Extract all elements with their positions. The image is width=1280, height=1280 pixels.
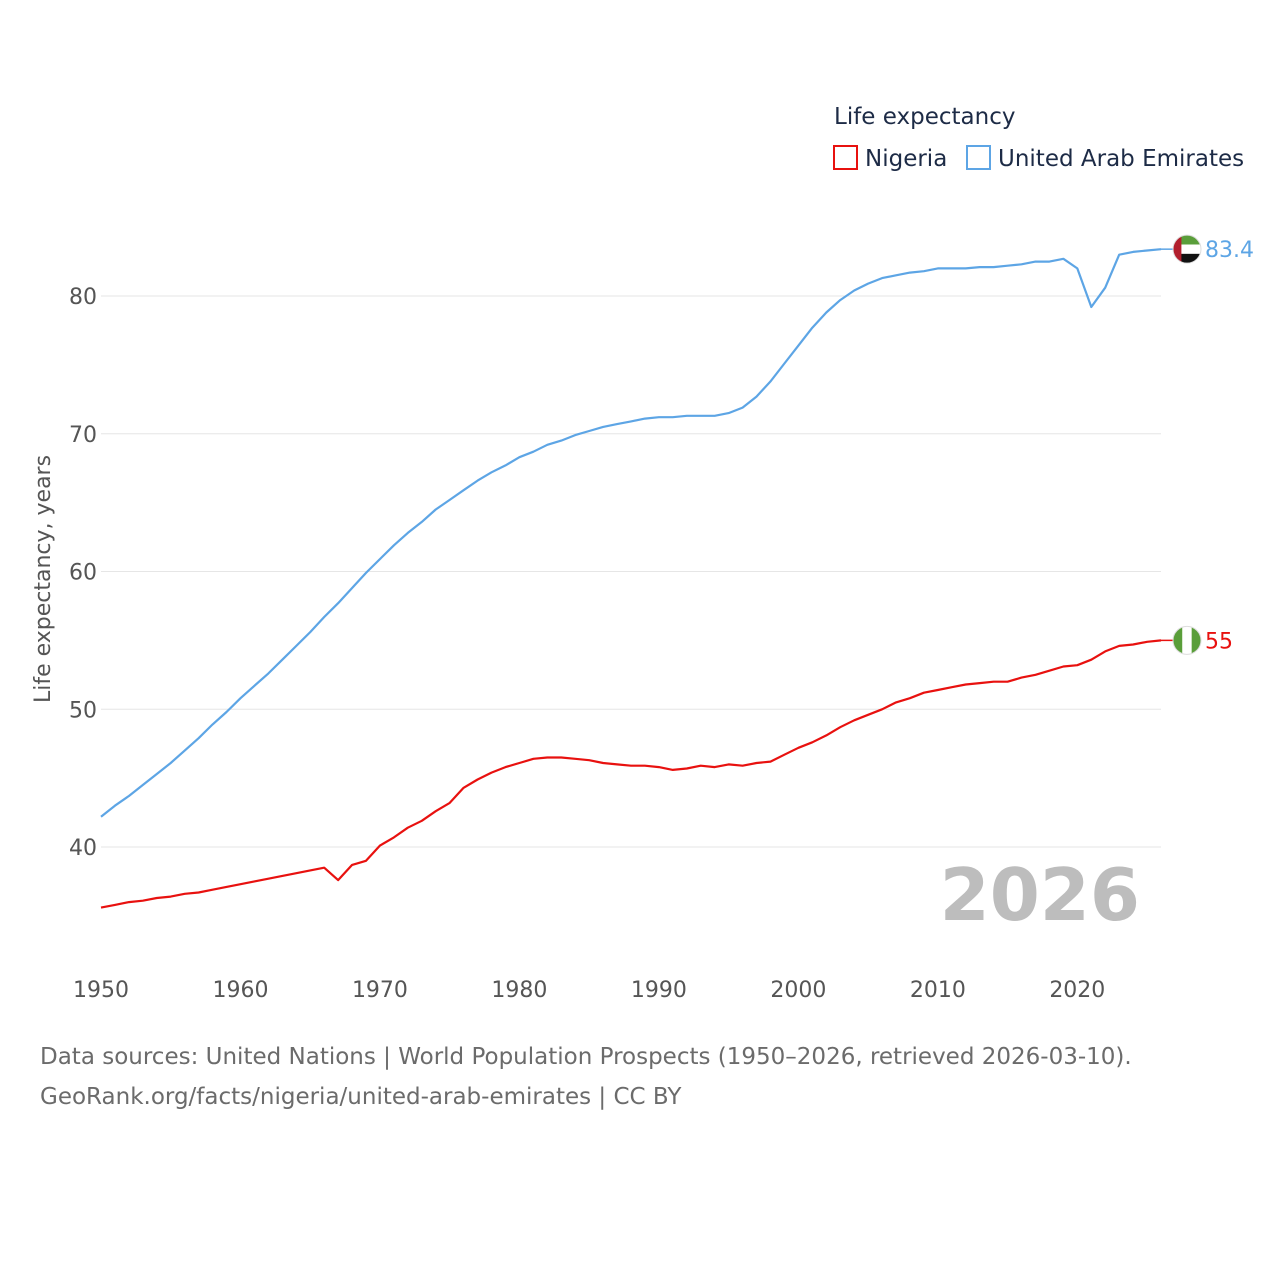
y-tick-label: 70 (69, 423, 97, 448)
legend-swatch-uae (966, 145, 991, 170)
y-tick-label: 50 (69, 698, 97, 723)
series-lines (100, 248, 1162, 909)
x-tick-label: 2010 (910, 978, 966, 1003)
legend: Life expectancy Nigeria United Arab Emir… (833, 104, 1244, 172)
legend-item-uae[interactable]: United Arab Emirates (966, 145, 1244, 172)
end-value-label-nigeria: 55 (1205, 629, 1233, 654)
x-tick-label: 1990 (631, 978, 687, 1003)
series-line-uae[interactable] (100, 248, 1162, 818)
footer-link[interactable]: GeoRank.org/facts/nigeria/united-arab-em… (40, 1084, 682, 1110)
grid-lines (101, 295, 1161, 848)
footer-sources: Data sources: United Nations | World Pop… (40, 1044, 1132, 1070)
x-tick-label: 1970 (352, 978, 408, 1003)
uae-flag-icon (1172, 234, 1202, 264)
series-endpoints: 55 83.4 (1161, 234, 1254, 655)
end-value-label-uae: 83.4 (1205, 238, 1254, 263)
legend-swatch-nigeria (833, 145, 858, 170)
y-tick-label: 60 (69, 561, 97, 586)
y-tick-label: 80 (69, 285, 97, 310)
series-line-nigeria[interactable] (100, 639, 1162, 909)
x-tick-label: 1950 (73, 978, 129, 1003)
y-axis-ticks: 40 50 60 70 80 (69, 285, 97, 861)
legend-label-nigeria: Nigeria (865, 146, 947, 172)
x-tick-label: 2020 (1049, 978, 1105, 1003)
legend-label-uae: United Arab Emirates (998, 146, 1244, 172)
legend-title: Life expectancy (834, 104, 1015, 130)
x-tick-label: 1960 (212, 978, 268, 1003)
y-axis-title: Life expectancy, years (31, 455, 56, 703)
nigeria-flag-icon (1172, 625, 1202, 655)
current-year-label: 2026 (940, 853, 1140, 937)
y-tick-label: 40 (69, 836, 97, 861)
legend-item-nigeria[interactable]: Nigeria (833, 145, 947, 172)
x-tick-label: 1980 (491, 978, 547, 1003)
line-chart: 40 50 60 70 80 1950 1960 1970 1980 1990 2000 2010 2… (31, 104, 1254, 1003)
x-axis-ticks: 1950 1960 1970 1980 1990 2000 2010 2020 (73, 978, 1105, 1003)
x-tick-label: 2000 (770, 978, 826, 1003)
